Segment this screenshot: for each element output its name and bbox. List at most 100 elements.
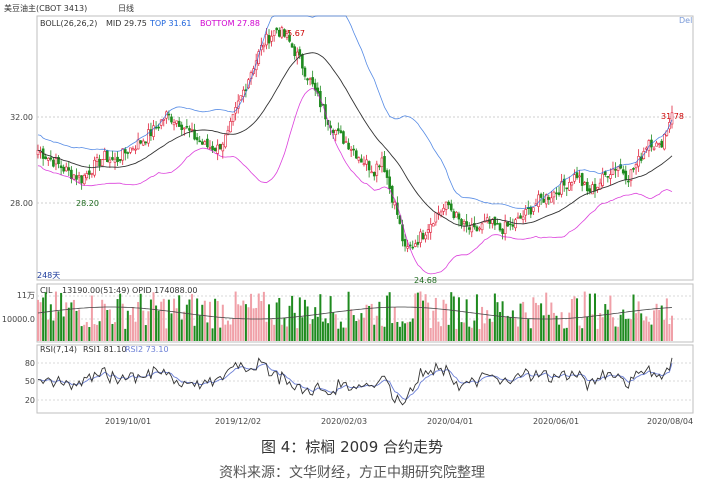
candle-body xyxy=(229,121,232,133)
candle-body xyxy=(49,157,53,160)
volume-bar xyxy=(604,304,607,341)
volume-bar xyxy=(129,314,132,341)
volume-bar xyxy=(637,301,640,341)
candle-body xyxy=(231,113,235,122)
candle-body xyxy=(632,168,635,170)
candle-body xyxy=(588,188,592,192)
volume-bar xyxy=(660,305,663,341)
volume-bar xyxy=(301,317,304,341)
candle-body xyxy=(211,145,214,151)
x-tick-2020-08-04: 2020/08/04 xyxy=(647,417,693,426)
volume-bar xyxy=(42,297,45,341)
candle-body xyxy=(208,147,212,149)
volume-bar xyxy=(383,326,386,341)
volume-bar xyxy=(203,300,206,341)
rsi1-line xyxy=(37,357,673,406)
candle-body xyxy=(298,49,302,56)
volume-bar xyxy=(645,316,648,341)
volume-bar xyxy=(665,298,668,341)
annotation-low-2020: 24.68 xyxy=(414,276,437,285)
volume-bar xyxy=(70,302,73,341)
volume-bar xyxy=(558,324,561,341)
candle-body xyxy=(152,125,155,137)
volume-bar xyxy=(511,310,514,341)
x-tick-2019-10-01: 2019/10/01 xyxy=(105,417,151,426)
corner-label: Del xyxy=(679,16,692,25)
candle-body xyxy=(267,35,271,44)
volume-bar xyxy=(142,310,145,341)
candle-body xyxy=(277,29,281,37)
volume-bar xyxy=(98,321,101,341)
candle-body xyxy=(529,206,533,215)
volume-bar xyxy=(39,302,42,341)
candle-body xyxy=(629,169,633,181)
volume-bar xyxy=(362,317,365,341)
volume-bar xyxy=(396,321,399,341)
candle-body xyxy=(621,169,625,174)
volume-opid-label: OPID 174088.00 xyxy=(132,286,197,295)
candle-body xyxy=(306,78,309,81)
volume-bar xyxy=(355,321,358,341)
rsi-label: RSI(7,14) xyxy=(40,345,77,354)
candle-body xyxy=(557,192,561,196)
candle-body xyxy=(149,129,153,137)
volume-bar xyxy=(653,310,656,341)
candle-body xyxy=(360,158,363,163)
volume-bar xyxy=(576,298,579,341)
candle-body xyxy=(434,212,438,223)
volume-bar xyxy=(504,317,507,341)
candle-body xyxy=(339,130,343,134)
boll-mid-line xyxy=(37,52,673,227)
candle-body xyxy=(72,174,76,180)
candle-body xyxy=(660,140,664,148)
volume-bar xyxy=(188,299,191,341)
volume-bar xyxy=(311,319,314,341)
candle-body xyxy=(627,180,630,183)
candle-body xyxy=(421,232,425,240)
candle-body xyxy=(583,182,587,185)
volume-bar xyxy=(404,323,407,341)
price-tick-28: 28.00 xyxy=(10,199,33,208)
candle-body xyxy=(380,157,384,167)
candle-body xyxy=(100,159,104,167)
volume-bar xyxy=(90,295,93,341)
candle-body xyxy=(444,201,448,210)
volume-bar xyxy=(609,295,612,341)
volume-bar xyxy=(465,299,468,341)
volume-bar xyxy=(668,323,671,341)
volume-label: CJL xyxy=(40,286,53,295)
volume-bar xyxy=(75,310,78,341)
volume-bar xyxy=(155,305,158,341)
volume-bar xyxy=(175,308,178,341)
volume-bar xyxy=(280,324,283,341)
volume-bar xyxy=(265,321,268,341)
volume-bar xyxy=(442,299,445,341)
volume-bar xyxy=(324,318,327,341)
volume-bar xyxy=(85,322,88,341)
candle-body xyxy=(565,187,569,190)
volume-bar xyxy=(275,302,278,341)
candle-body xyxy=(544,194,548,205)
open-interest-line xyxy=(37,306,673,320)
candle-body xyxy=(275,27,279,31)
candle-body xyxy=(144,141,148,144)
volume-bar xyxy=(380,325,383,341)
volume-bar xyxy=(488,318,491,341)
volume-bar xyxy=(62,316,65,341)
volume-bar xyxy=(121,303,124,341)
volume-bar xyxy=(101,299,104,341)
volume-bar xyxy=(124,328,127,341)
volume-bar xyxy=(319,294,322,341)
candle-body xyxy=(478,227,481,230)
candle-body xyxy=(88,170,91,175)
candle-body xyxy=(116,156,119,162)
volume-bar xyxy=(599,313,602,341)
candle-body xyxy=(270,35,273,42)
volume-bar xyxy=(624,319,627,341)
volume-bar xyxy=(588,293,591,341)
boll-bottom-label: BOTTOM 27.88 xyxy=(200,19,260,28)
volume-bar xyxy=(309,323,312,341)
volume-bar xyxy=(434,297,437,341)
volume-bar xyxy=(655,303,658,341)
volume-bar xyxy=(67,307,70,341)
